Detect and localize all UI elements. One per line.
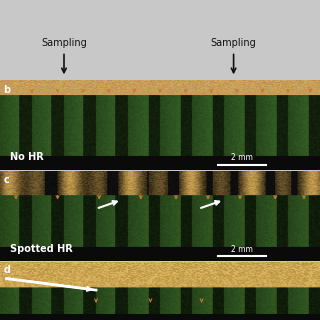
Text: c: c bbox=[3, 175, 9, 185]
Text: 2 mm: 2 mm bbox=[231, 153, 252, 163]
Text: Sampling: Sampling bbox=[41, 38, 87, 48]
Text: d: d bbox=[3, 265, 10, 275]
Text: No HR: No HR bbox=[10, 152, 43, 163]
Text: b: b bbox=[3, 85, 10, 95]
Text: Sampling: Sampling bbox=[211, 38, 256, 48]
Text: 2 mm: 2 mm bbox=[231, 244, 252, 254]
Text: Spotted HR: Spotted HR bbox=[10, 244, 72, 254]
